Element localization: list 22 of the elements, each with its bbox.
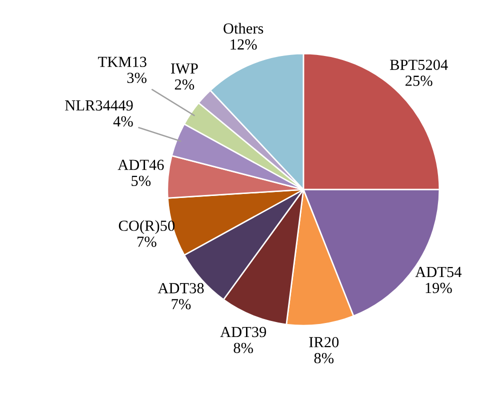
slice-label: NLR34449 (65, 100, 133, 111)
slice-label: CO(R)50 (118, 220, 175, 234)
data-label: 7% (138, 236, 156, 247)
slice-label: Others (224, 22, 264, 34)
data-label: 12% (230, 39, 257, 50)
slice-label: ADT46 (118, 160, 164, 170)
data-label: 25% (406, 76, 432, 86)
data-label: 3% (127, 72, 146, 84)
data-label: 8% (234, 342, 254, 354)
slice-label: ADT54 (415, 266, 462, 278)
data-label: 8% (314, 353, 334, 364)
slice-label: IR20 (309, 337, 339, 348)
data-label: 7% (172, 299, 191, 310)
data-label: 19% (426, 282, 452, 294)
data-label: 4% (113, 116, 133, 127)
slice-label: TKM13 (98, 56, 146, 68)
data-label: 2% (174, 79, 194, 90)
slice-label: ADT38 (158, 283, 204, 294)
data-label: 5% (132, 176, 151, 186)
slice-label: ADT39 (220, 326, 266, 338)
slice-label: BPT5204 (390, 60, 448, 70)
slice-label: IWP (170, 64, 198, 74)
